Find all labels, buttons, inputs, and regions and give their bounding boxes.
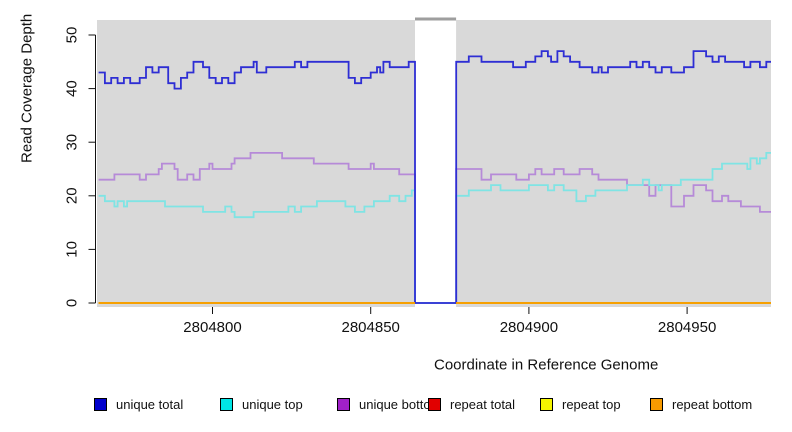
legend-item-unique-bottom: unique bottom	[337, 397, 442, 412]
legend-label: repeat total	[450, 397, 516, 412]
legend-label: repeat bottom	[672, 397, 753, 412]
x-tick-label: 2804800	[183, 319, 241, 336]
legend-swatch	[428, 398, 441, 411]
coverage-gap	[415, 18, 457, 307]
legend-swatch	[94, 398, 107, 411]
series-unique-bottom	[98, 152, 771, 304]
legend-label: unique bottom	[359, 397, 442, 412]
legend-label: repeat top	[562, 397, 621, 412]
gap-cap	[415, 17, 457, 21]
x-tick-label: 2804950	[658, 319, 716, 336]
y-tick-label: 10	[64, 241, 81, 258]
x-tick-label: 2804900	[500, 319, 558, 336]
legend-item-repeat-total: repeat total	[428, 397, 516, 412]
y-tick-label: 30	[64, 134, 81, 151]
series-unique-total	[98, 50, 771, 304]
legend-swatch	[540, 398, 553, 411]
y-tick-label: 0	[64, 299, 81, 307]
y-tick-label: 40	[64, 80, 81, 97]
legend-item-unique-total: unique total	[94, 397, 184, 412]
y-tick-label: 50	[64, 27, 81, 44]
legend-item-repeat-bottom: repeat bottom	[650, 397, 753, 412]
y-tick-label: 20	[64, 187, 81, 204]
legend: unique total unique top unique bottom repea…	[0, 397, 792, 414]
legend-swatch	[650, 398, 663, 411]
x-tick-label: 2804850	[341, 319, 399, 336]
legend-item-repeat-top: repeat top	[540, 397, 621, 412]
legend-item-unique-top: unique top	[220, 397, 303, 412]
legend-label: unique total	[116, 397, 184, 412]
legend-swatch	[337, 398, 350, 411]
legend-swatch	[220, 398, 233, 411]
legend-label: unique top	[242, 397, 303, 412]
